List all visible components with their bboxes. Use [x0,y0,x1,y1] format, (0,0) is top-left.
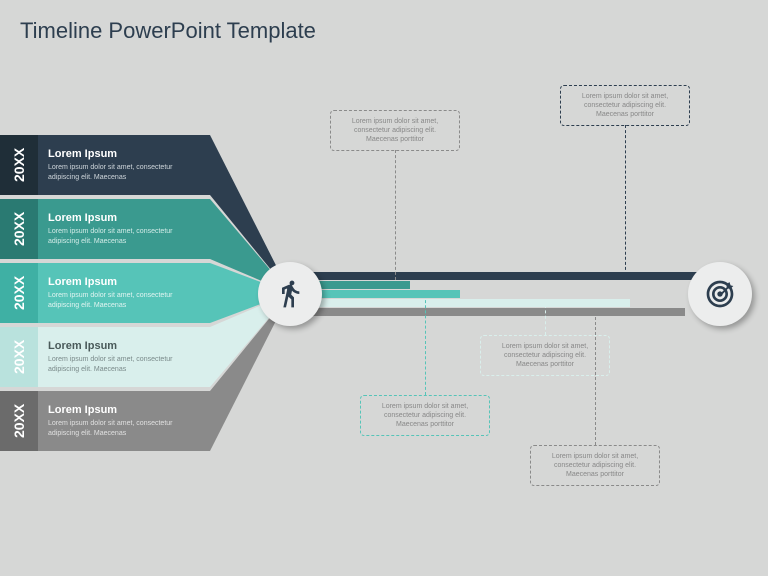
timeline-row: 20XX Lorem Ipsum Lorem ipsum dolor sit ame… [0,327,210,387]
timeline-row: 20XX Lorem Ipsum Lorem ipsum dolor sit ame… [0,263,210,323]
row-desc: Lorem ipsum dolor sit amet, consectetur … [48,227,200,245]
year-label: 20XX [0,199,38,259]
timeline-sidebar: 20XX Lorem Ipsum Lorem ipsum dolor sit ame… [0,135,210,455]
timeline-row: 20XX Lorem Ipsum Lorem ipsum dolor sit ame… [0,135,210,195]
row-content: Lorem Ipsum Lorem ipsum dolor sit amet, c… [38,135,210,195]
callout-box: Lorem ipsum dolor sit amet, consectetur … [480,335,610,376]
callout-box: Lorem ipsum dolor sit amet, consectetur … [330,110,460,151]
row-desc: Lorem ipsum dolor sit amet, consectetur … [48,419,200,437]
row-desc: Lorem ipsum dolor sit amet, consectetur … [48,163,200,181]
row-content: Lorem Ipsum Lorem ipsum dolor sit amet, c… [38,263,210,323]
slide-title: Timeline PowerPoint Template [20,18,316,44]
timeline-row: 20XX Lorem Ipsum Lorem ipsum dolor sit ame… [0,199,210,259]
end-circle [688,262,752,326]
callout-connector [395,150,396,280]
timeline-bar [290,308,685,316]
callout-connector [425,295,426,395]
callout-connector [625,125,626,275]
year-label: 20XX [0,327,38,387]
row-heading: Lorem Ipsum [48,212,200,224]
runner-icon [274,278,306,310]
row-content: Lorem Ipsum Lorem ipsum dolor sit amet, c… [38,327,210,387]
row-heading: Lorem Ipsum [48,148,200,160]
row-desc: Lorem ipsum dolor sit amet, consectetur … [48,291,200,309]
timeline-bar [290,299,630,307]
row-heading: Lorem Ipsum [48,276,200,288]
year-label: 20XX [0,263,38,323]
callout-box: Lorem ipsum dolor sit amet, consectetur … [360,395,490,436]
row-content: Lorem Ipsum Lorem ipsum dolor sit amet, c… [38,199,210,259]
row-desc: Lorem ipsum dolor sit amet, consectetur … [48,355,200,373]
start-circle [258,262,322,326]
row-heading: Lorem Ipsum [48,340,200,352]
target-icon [704,278,736,310]
callout-connector [545,305,546,335]
callout-box: Lorem ipsum dolor sit amet, consectetur … [560,85,690,126]
callout-connector [595,312,596,445]
timeline-row: 20XX Lorem Ipsum Lorem ipsum dolor sit ame… [0,391,210,451]
year-label: 20XX [0,135,38,195]
row-content: Lorem Ipsum Lorem ipsum dolor sit amet, c… [38,391,210,451]
row-heading: Lorem Ipsum [48,404,200,416]
callout-box: Lorem ipsum dolor sit amet, consectetur … [530,445,660,486]
year-label: 20XX [0,391,38,451]
timeline-bar [290,272,700,280]
